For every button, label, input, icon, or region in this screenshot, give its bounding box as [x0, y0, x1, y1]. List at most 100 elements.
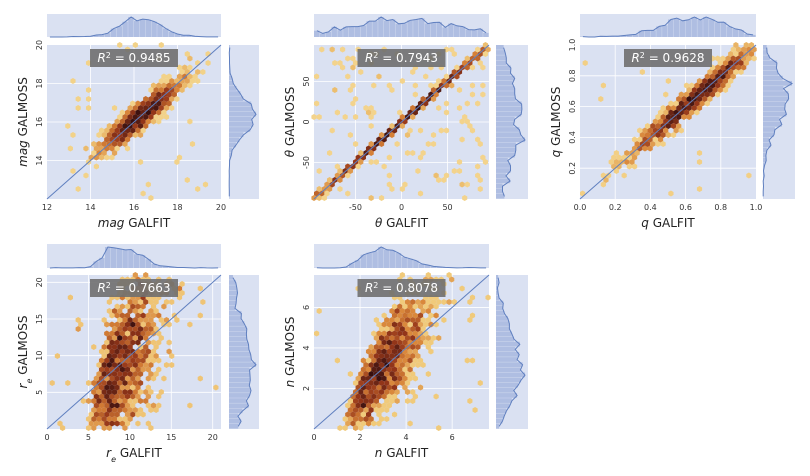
side-hist-bar [496, 403, 510, 408]
side-hist-bar [496, 163, 511, 168]
side-hist-bar [229, 285, 237, 290]
side-hist-bar [496, 55, 506, 60]
top-hist-bar [337, 30, 342, 37]
y-label-text: GALMOSS [16, 316, 30, 379]
side-hist-bar [496, 189, 502, 194]
top-hist-bar [117, 249, 122, 268]
x-tick-label: 6 [450, 433, 455, 442]
top-hist-bar [472, 30, 477, 37]
top-hist-bar [733, 29, 738, 37]
top-hist-bar [361, 25, 366, 37]
side-hist-bar [496, 275, 498, 280]
side-hist-bar [763, 45, 767, 50]
top-hist-bar [662, 25, 667, 37]
y-tick-label: 15 [35, 314, 44, 324]
side-hist-bar [229, 362, 256, 367]
y-tick-label: 16 [35, 117, 44, 127]
side-hist-bar [229, 357, 251, 362]
side-hist-bar [229, 388, 251, 393]
side-hist-bar [496, 347, 515, 352]
side-hist-bar [763, 96, 789, 101]
y-label-text: GALMOSS [549, 87, 563, 150]
side-hist-bar [229, 296, 236, 301]
side-hist-bar [496, 71, 511, 76]
top-hist-bar [460, 27, 465, 37]
x-tick-label: 4 [404, 433, 409, 442]
top-hist-bar [674, 18, 679, 37]
side-hist-bar [763, 107, 785, 112]
top-hist-bar [355, 27, 360, 37]
top-hist-bar [384, 250, 389, 268]
side-hist-bar [496, 383, 518, 388]
top-hist-bar [715, 22, 720, 37]
x-tick-label: 0.6 [679, 203, 692, 212]
x-tick-label: 20 [216, 203, 226, 212]
side-hist-bar [496, 362, 523, 367]
side-hist-bar [229, 408, 243, 413]
side-hist-bar [229, 419, 241, 424]
top-hist-bar [437, 22, 442, 37]
y-tick-label: 0.4 [568, 131, 577, 144]
side-hist-bar [229, 367, 250, 372]
side-hist-bar [229, 373, 250, 378]
side-hist-bar [496, 91, 515, 96]
side-hist-bar [763, 86, 783, 91]
side-hist-bar [763, 71, 778, 76]
side-hist-bar [496, 321, 509, 326]
side-hist-bar [496, 342, 520, 347]
top-hist-bar [431, 22, 436, 37]
top-hist-bar [390, 250, 395, 268]
side-hist-bar [496, 357, 517, 362]
x-tick-label: 5 [86, 433, 91, 442]
side-hist-bar [229, 403, 249, 408]
side-hist-bar [496, 158, 508, 163]
x-axis-label: n GALFIT [375, 446, 429, 460]
x-label-text: GALFIT [116, 446, 162, 460]
r2-value: = 0.7663 [111, 281, 171, 295]
x-tick-label: 0.2 [609, 203, 622, 212]
side-hist-bar [496, 76, 515, 81]
top-hist-bar [128, 17, 133, 37]
y-label-text: GALMOSS [16, 77, 30, 140]
top-hist-bar [378, 17, 383, 37]
side-hist-bar [229, 132, 243, 137]
r2-value: = 0.8078 [378, 281, 438, 295]
x-tick-label: 16 [129, 203, 139, 212]
r2-value: = 0.9628 [645, 51, 705, 65]
y-tick-label: 0.8 [568, 69, 577, 82]
top-hist-bar [442, 27, 447, 37]
r2-value: = 0.9485 [111, 51, 171, 65]
top-hist-bar [680, 21, 685, 37]
top-hist-bar [448, 24, 453, 37]
top-hist-bar [413, 19, 418, 37]
x-tick-label: 1.0 [750, 203, 763, 212]
top-hist-bar [454, 26, 459, 37]
side-hist-bar [496, 101, 522, 106]
x-label-text: GALFIT [382, 446, 428, 460]
side-hist-bar [496, 132, 521, 137]
side-hist-bar [229, 107, 252, 112]
side-hist-bar [229, 414, 238, 419]
side-hist-bar [496, 117, 515, 122]
y-tick-label: 10 [35, 351, 44, 361]
side-hist-bar [763, 112, 786, 117]
y-axis-label: re GALMOSS [16, 316, 34, 389]
y-tick-label: 18 [35, 78, 44, 88]
x-tick-label: 18 [172, 203, 182, 212]
x-tick-label: 0 [399, 203, 404, 212]
side-hist-bar [496, 331, 512, 336]
side-hist-bar [496, 194, 504, 199]
side-hist-bar [229, 337, 247, 342]
top-hist-bar [122, 250, 127, 268]
x-axis-label: θ GALFIT [375, 216, 429, 230]
top-hist-bar [378, 247, 383, 268]
x-tick-label: -50 [349, 203, 362, 212]
side-hist-bar [496, 306, 503, 311]
side-hist-bar [496, 50, 505, 55]
x-tick-label: 50 [442, 203, 452, 212]
r2-symbol: R [365, 281, 373, 295]
side-hist-bar [496, 378, 521, 383]
r2-symbol: R [97, 51, 105, 65]
side-hist-bar [763, 66, 776, 71]
